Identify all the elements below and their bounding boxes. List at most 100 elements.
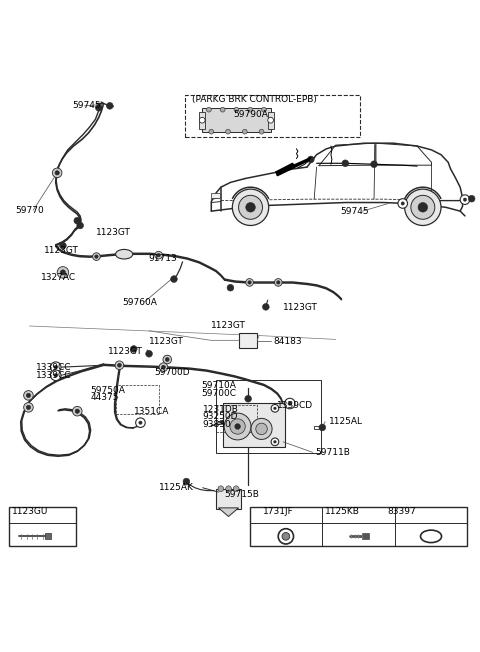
Text: 1125KB: 1125KB [325, 507, 360, 516]
Circle shape [52, 168, 62, 177]
Text: 59760A: 59760A [123, 297, 157, 306]
Bar [185, 95, 360, 137]
Text: 93250D: 93250D [203, 413, 238, 421]
Circle shape [96, 104, 102, 111]
Circle shape [282, 533, 290, 540]
Bar [9, 507, 76, 546]
Text: 83397: 83397 [387, 507, 416, 516]
Text: 59750A: 59750A [91, 385, 126, 394]
Text: 1339CC: 1339CC [36, 371, 71, 380]
Circle shape [218, 486, 224, 492]
Circle shape [242, 129, 247, 134]
Bar [223, 402, 286, 447]
Bar [314, 426, 319, 430]
Circle shape [342, 160, 348, 167]
Circle shape [405, 189, 441, 226]
Circle shape [118, 363, 121, 367]
Circle shape [271, 438, 279, 446]
Circle shape [60, 270, 65, 275]
Text: 1231DB: 1231DB [203, 405, 239, 414]
Text: (PARKG BRK CONTROL-EPB): (PARKG BRK CONTROL-EPB) [192, 95, 317, 104]
Circle shape [24, 391, 33, 400]
Circle shape [251, 419, 272, 439]
Circle shape [24, 402, 33, 412]
Circle shape [115, 361, 124, 370]
Circle shape [157, 254, 160, 257]
Circle shape [468, 196, 475, 202]
Circle shape [57, 267, 69, 278]
Circle shape [146, 350, 153, 357]
Text: 91713: 91713 [148, 254, 177, 263]
Circle shape [246, 278, 253, 286]
Circle shape [226, 486, 231, 492]
Circle shape [460, 195, 470, 205]
Circle shape [235, 424, 240, 430]
Circle shape [209, 129, 214, 134]
Text: 93830: 93830 [203, 420, 231, 429]
Circle shape [259, 129, 264, 134]
Text: 1125AL: 1125AL [328, 417, 362, 426]
Bar [362, 533, 369, 539]
Circle shape [234, 108, 239, 112]
Text: 1125AK: 1125AK [158, 483, 193, 492]
Text: 1327AC: 1327AC [41, 273, 76, 282]
Bar [239, 333, 257, 348]
Circle shape [308, 156, 314, 163]
Circle shape [319, 424, 325, 431]
Circle shape [278, 529, 294, 544]
Circle shape [263, 303, 269, 310]
Circle shape [199, 117, 205, 123]
Circle shape [246, 203, 255, 212]
Circle shape [159, 363, 168, 372]
Text: 59745: 59745 [340, 207, 369, 216]
Circle shape [276, 281, 280, 284]
Circle shape [248, 281, 252, 284]
Text: 84183: 84183 [274, 337, 302, 346]
Polygon shape [218, 508, 239, 516]
Text: 44375: 44375 [91, 393, 119, 402]
Bar [216, 380, 322, 453]
Circle shape [239, 196, 263, 219]
Text: 1339CC: 1339CC [36, 363, 71, 372]
Circle shape [256, 423, 267, 435]
Circle shape [139, 421, 142, 424]
Circle shape [26, 405, 31, 409]
Circle shape [183, 478, 190, 485]
Text: 1123GT: 1123GT [96, 228, 132, 237]
Circle shape [232, 189, 269, 226]
Circle shape [268, 117, 274, 123]
Circle shape [371, 161, 377, 168]
Circle shape [274, 407, 276, 409]
Circle shape [131, 346, 137, 352]
Circle shape [262, 108, 266, 112]
Ellipse shape [420, 530, 442, 542]
Bar [45, 533, 51, 539]
Circle shape [411, 196, 435, 219]
Text: 59700C: 59700C [202, 389, 237, 398]
Text: 1123GT: 1123GT [211, 321, 246, 329]
Circle shape [50, 362, 61, 372]
Circle shape [398, 199, 408, 208]
Text: 1123GT: 1123GT [44, 246, 79, 255]
Text: 1731JF: 1731JF [263, 507, 294, 516]
Circle shape [206, 108, 211, 112]
Text: 1351CA: 1351CA [134, 407, 169, 416]
Circle shape [93, 253, 100, 260]
Circle shape [161, 365, 166, 369]
Text: 1123GT: 1123GT [108, 347, 143, 356]
Circle shape [72, 406, 82, 416]
Circle shape [220, 108, 225, 112]
Text: 1123GU: 1123GU [12, 507, 48, 516]
Text: 59700D: 59700D [154, 368, 190, 378]
Bar [199, 112, 205, 129]
Ellipse shape [116, 250, 133, 259]
Circle shape [26, 393, 31, 398]
Circle shape [401, 202, 405, 205]
Circle shape [275, 278, 282, 286]
Circle shape [165, 357, 169, 361]
Bar [250, 507, 468, 546]
Circle shape [55, 171, 60, 175]
Circle shape [170, 276, 177, 282]
Text: 1123GT: 1123GT [149, 337, 184, 346]
Text: 59710A: 59710A [202, 381, 237, 390]
